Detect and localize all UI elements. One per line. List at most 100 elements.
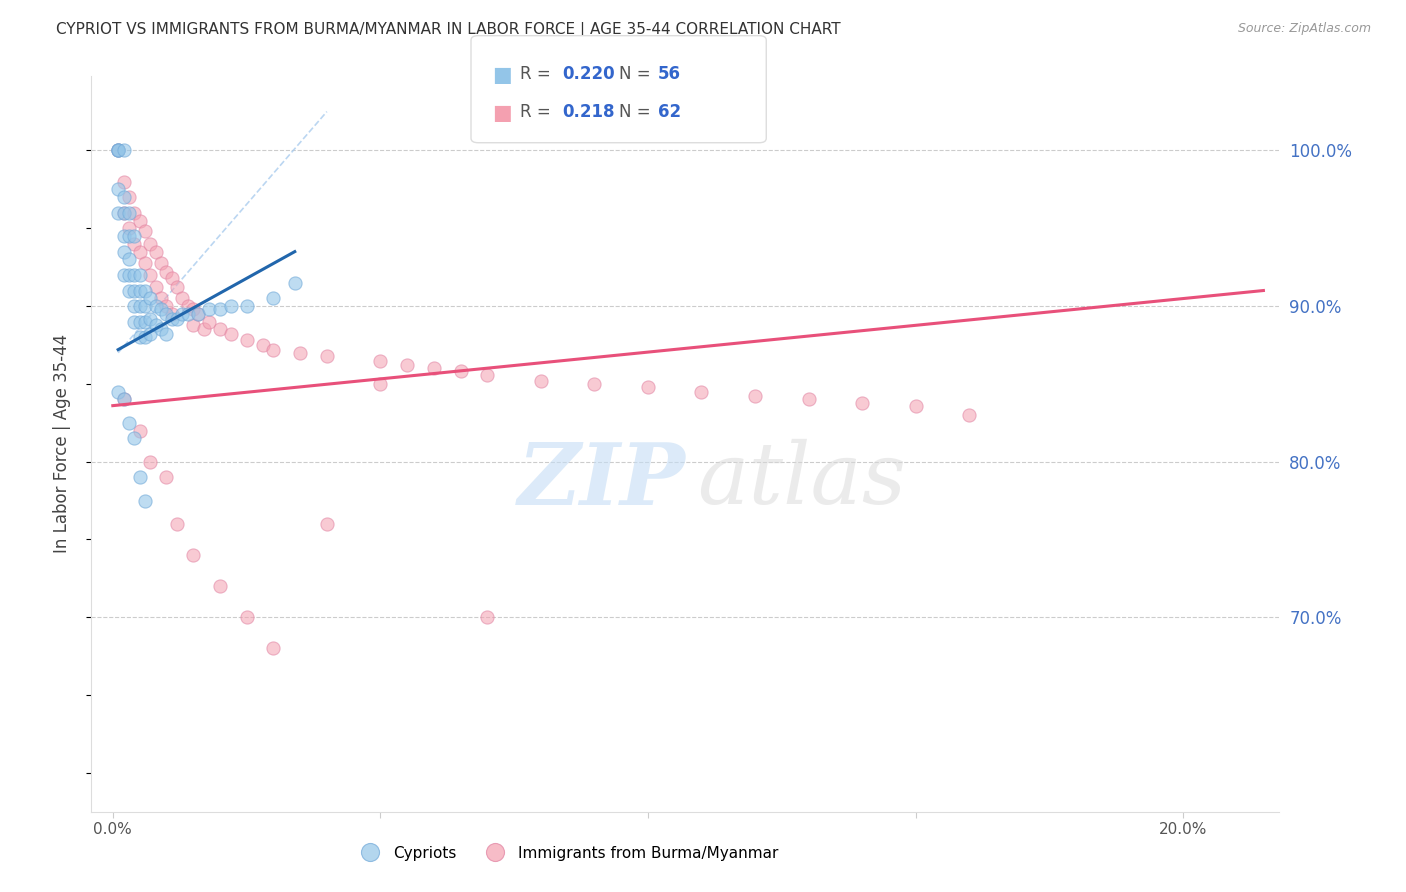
- Point: [134, 255, 156, 269]
- Point: [370, 376, 392, 391]
- Point: [112, 190, 135, 204]
- Point: [396, 358, 419, 372]
- Point: [160, 307, 183, 321]
- Point: [112, 244, 135, 259]
- Point: [107, 144, 129, 158]
- Point: [118, 190, 141, 204]
- Point: [288, 345, 311, 359]
- Point: [139, 268, 162, 282]
- Text: 0.218: 0.218: [562, 103, 614, 120]
- Point: [155, 307, 177, 321]
- Point: [477, 368, 499, 382]
- Point: [145, 280, 167, 294]
- Point: [262, 343, 284, 357]
- Point: [128, 470, 150, 484]
- Point: [583, 376, 606, 391]
- Point: [262, 291, 284, 305]
- Point: [128, 299, 150, 313]
- Point: [107, 144, 129, 158]
- Point: [118, 229, 141, 244]
- Point: [284, 276, 307, 290]
- Point: [149, 291, 172, 305]
- Point: [957, 408, 980, 422]
- Point: [155, 327, 177, 342]
- Point: [198, 315, 221, 329]
- Y-axis label: In Labor Force | Age 35-44: In Labor Force | Age 35-44: [52, 334, 70, 553]
- Point: [139, 327, 162, 342]
- Point: [477, 610, 499, 624]
- Point: [112, 175, 135, 189]
- Point: [128, 284, 150, 298]
- Point: [107, 144, 129, 158]
- Point: [155, 299, 177, 313]
- Point: [155, 265, 177, 279]
- Point: [122, 268, 145, 282]
- Point: [122, 315, 145, 329]
- Point: [166, 311, 188, 326]
- Point: [744, 389, 766, 403]
- Point: [177, 307, 200, 321]
- Point: [128, 330, 150, 344]
- Point: [128, 268, 150, 282]
- Point: [134, 224, 156, 238]
- Point: [134, 330, 156, 344]
- Text: 56: 56: [658, 65, 681, 83]
- Point: [160, 271, 183, 285]
- Point: [166, 516, 188, 531]
- Point: [118, 205, 141, 219]
- Point: [315, 349, 337, 363]
- Point: [134, 299, 156, 313]
- Point: [122, 431, 145, 445]
- Point: [187, 307, 209, 321]
- Point: [235, 299, 257, 313]
- Point: [145, 318, 167, 332]
- Point: [797, 392, 820, 407]
- Point: [112, 144, 135, 158]
- Point: [149, 322, 172, 336]
- Point: [118, 268, 141, 282]
- Text: N =: N =: [619, 65, 655, 83]
- Point: [172, 291, 194, 305]
- Point: [187, 307, 209, 321]
- Point: [128, 315, 150, 329]
- Point: [139, 311, 162, 326]
- Text: ■: ■: [492, 103, 512, 122]
- Point: [128, 424, 150, 438]
- Point: [530, 374, 553, 388]
- Point: [134, 315, 156, 329]
- Point: [315, 516, 337, 531]
- Point: [112, 205, 135, 219]
- Text: ZIP: ZIP: [517, 439, 685, 523]
- Point: [235, 334, 257, 348]
- Point: [155, 470, 177, 484]
- Text: R =: R =: [520, 65, 557, 83]
- Legend: Cypriots, Immigrants from Burma/Myanmar: Cypriots, Immigrants from Burma/Myanmar: [349, 839, 785, 867]
- Text: 62: 62: [658, 103, 681, 120]
- Point: [139, 236, 162, 251]
- Point: [149, 302, 172, 317]
- Point: [139, 455, 162, 469]
- Point: [118, 284, 141, 298]
- Point: [423, 361, 446, 376]
- Point: [112, 392, 135, 407]
- Point: [128, 244, 150, 259]
- Point: [122, 229, 145, 244]
- Point: [219, 327, 242, 342]
- Point: [198, 302, 221, 317]
- Text: R =: R =: [520, 103, 557, 120]
- Point: [112, 392, 135, 407]
- Point: [177, 299, 200, 313]
- Text: atlas: atlas: [697, 439, 907, 522]
- Point: [149, 255, 172, 269]
- Point: [181, 302, 204, 317]
- Point: [134, 284, 156, 298]
- Point: [112, 205, 135, 219]
- Point: [208, 302, 231, 317]
- Point: [370, 353, 392, 368]
- Point: [118, 252, 141, 267]
- Point: [208, 322, 231, 336]
- Point: [134, 493, 156, 508]
- Point: [450, 364, 472, 378]
- Point: [181, 318, 204, 332]
- Point: [193, 322, 215, 336]
